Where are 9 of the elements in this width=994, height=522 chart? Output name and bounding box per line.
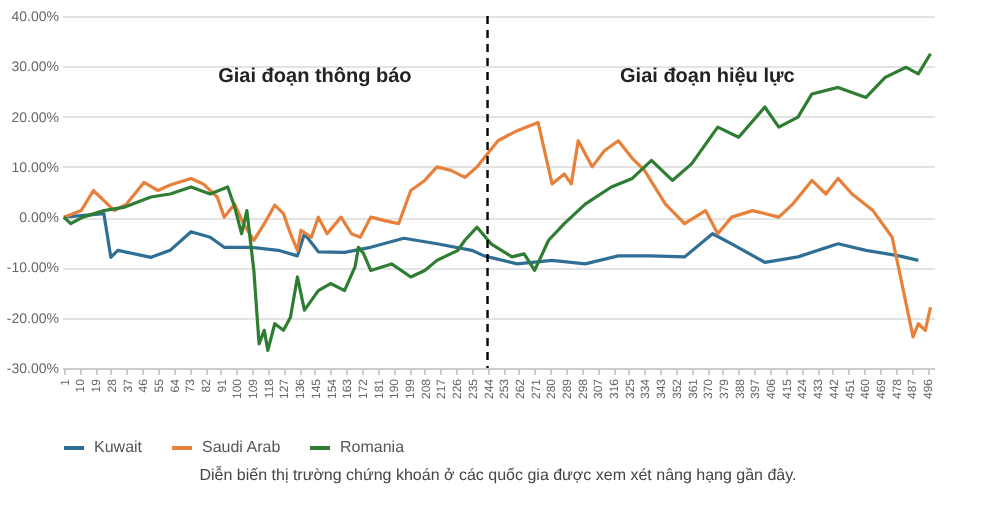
annotation: Giai đoạn thông báo: [218, 65, 412, 88]
legend-label: Saudi Arab: [202, 438, 282, 456]
line-series: [62, 121, 933, 339]
text: Diễn biến thị trường chứng khoán ở các quốc gia được xem xét nâng hạng gần đây.: [199, 466, 797, 484]
annotation: Giai đoạn hiệu lực: [620, 65, 796, 88]
line-series: [62, 212, 920, 266]
legend-label: Kuwait: [94, 438, 144, 456]
line-series: [62, 52, 933, 352]
legend-label: Romania: [340, 438, 406, 456]
